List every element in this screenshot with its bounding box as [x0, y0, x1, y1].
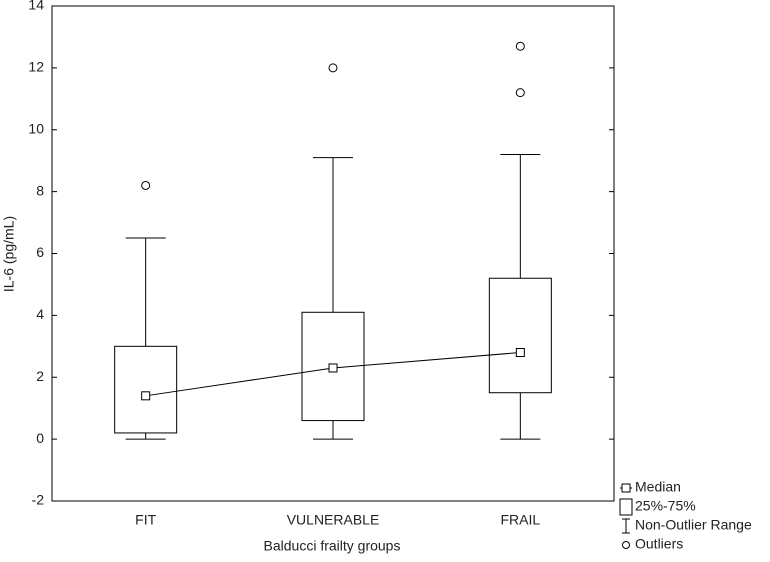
y-tick-label: 8	[36, 182, 44, 198]
x-tick-label: VULNERABLE	[287, 512, 380, 528]
y-tick-label: 12	[28, 59, 44, 75]
y-tick-label: 4	[36, 306, 44, 322]
outlier	[515, 88, 525, 98]
legend-label: 25%-75%	[635, 498, 696, 514]
x-tick-label: FRAIL	[500, 512, 540, 528]
y-tick-label: 14	[28, 0, 44, 13]
legend-label: Outliers	[635, 536, 683, 552]
y-tick-label: -2	[32, 492, 45, 508]
median	[141, 391, 151, 401]
legend-symbol	[619, 498, 633, 516]
y-axis-label: IL-6 (pg/mL)	[1, 216, 17, 292]
outlier	[141, 180, 151, 190]
box	[114, 345, 178, 434]
legend-label: Non-Outlier Range	[635, 517, 752, 533]
x-axis-label: Balducci frailty groups	[264, 538, 401, 554]
y-tick-label: 2	[36, 368, 44, 384]
box	[488, 277, 552, 394]
y-tick-label: 0	[36, 430, 44, 446]
y-tick-label: 6	[36, 244, 44, 260]
legend-symbol	[621, 483, 631, 493]
median	[328, 363, 338, 373]
y-tick-label: 10	[28, 120, 44, 136]
legend-label: Median	[635, 479, 681, 495]
outlier	[328, 63, 338, 73]
x-tick-label: FIT	[135, 512, 156, 528]
median	[515, 348, 525, 357]
outlier	[515, 41, 525, 51]
legend-symbol	[622, 541, 630, 549]
